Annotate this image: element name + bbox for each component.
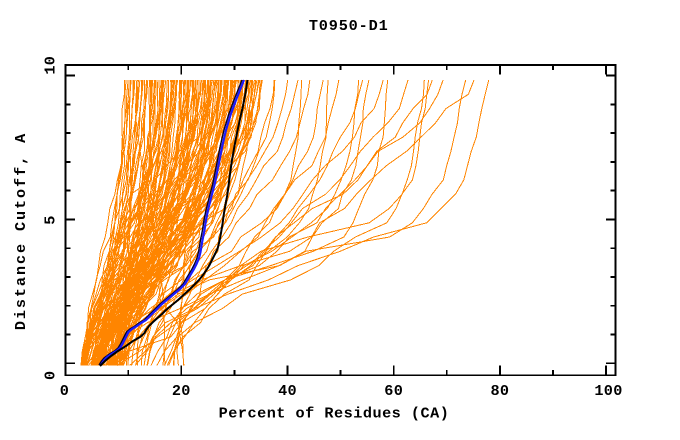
svg-text:Percent of Residues (CA): Percent of Residues (CA) (219, 405, 450, 423)
svg-text:40: 40 (278, 382, 297, 400)
svg-text:0: 0 (60, 382, 69, 400)
svg-text:100: 100 (594, 382, 622, 400)
svg-text:10: 10 (42, 56, 60, 75)
svg-text:80: 80 (490, 382, 509, 400)
svg-text:60: 60 (384, 382, 403, 400)
svg-text:5: 5 (42, 215, 60, 224)
svg-text:20: 20 (172, 382, 191, 400)
svg-text:T0950-D1: T0950-D1 (309, 17, 389, 35)
svg-text:0: 0 (42, 371, 60, 380)
svg-text:Distance Cutoff, A: Distance Cutoff, A (12, 132, 30, 330)
